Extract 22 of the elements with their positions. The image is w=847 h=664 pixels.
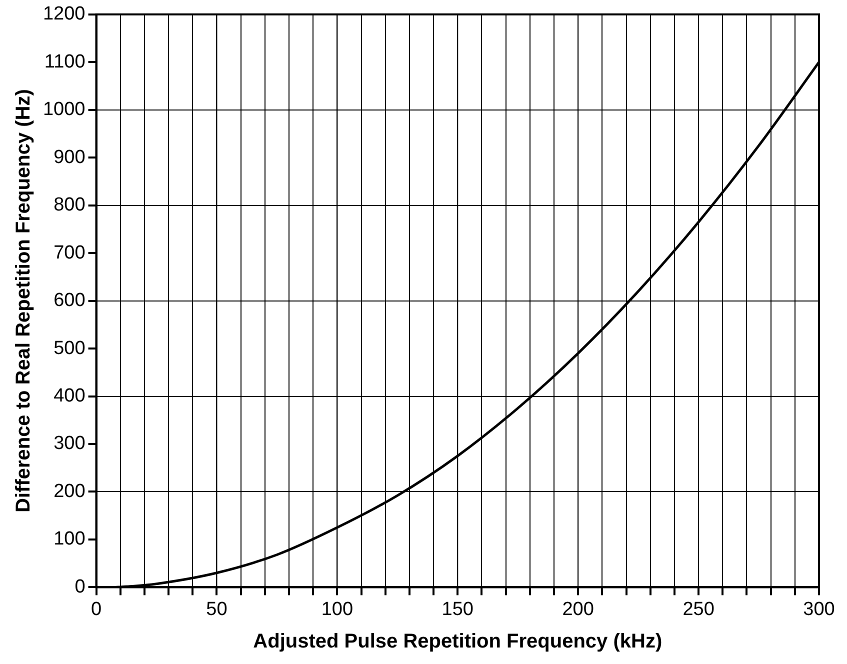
y-tick-label: 600 bbox=[54, 290, 86, 312]
x-tick-label: 0 bbox=[90, 598, 102, 620]
y-tick-label: 0 bbox=[74, 576, 86, 598]
y-tick-label: 1000 bbox=[42, 99, 86, 120]
y-tick-label: 800 bbox=[54, 194, 86, 216]
y-tick-label: 200 bbox=[54, 480, 86, 502]
x-tick-label: 250 bbox=[682, 598, 714, 620]
y-tick-label: 900 bbox=[54, 146, 86, 168]
y-tick-label: 700 bbox=[54, 242, 86, 264]
y-tick-label: 100 bbox=[54, 528, 86, 550]
x-tick-label: 200 bbox=[562, 598, 594, 620]
x-tick-label: 300 bbox=[803, 598, 835, 620]
x-tick-label: 150 bbox=[442, 598, 474, 620]
y-tick-label: 300 bbox=[54, 433, 86, 454]
y-tick-label: 1200 bbox=[42, 4, 86, 25]
y-tick-label: 400 bbox=[54, 386, 86, 406]
y-tick-label: 500 bbox=[54, 338, 86, 359]
y-tick-label: 1100 bbox=[44, 51, 86, 72]
x-tick-label: 100 bbox=[321, 598, 354, 620]
x-axis-title: Adjusted Pulse Repetition Frequency (kHz) bbox=[253, 630, 662, 653]
y-axis-title: Difference to Real Repetition Frequency (Hz) bbox=[12, 89, 35, 513]
x-tick-label: 50 bbox=[206, 598, 228, 620]
